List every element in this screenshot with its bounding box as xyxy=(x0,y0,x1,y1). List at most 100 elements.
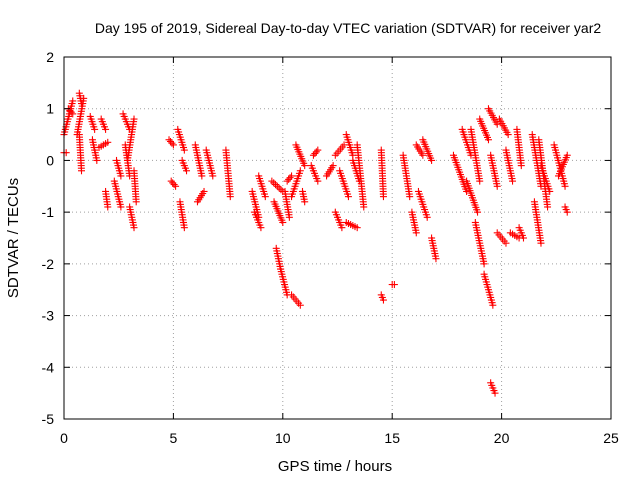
data-point xyxy=(379,193,387,201)
plot-frame xyxy=(63,56,612,420)
data-point xyxy=(519,234,527,242)
data-point xyxy=(277,186,285,194)
data-point xyxy=(117,172,125,180)
data-point xyxy=(474,208,482,216)
y-tick-label: 2 xyxy=(46,49,54,65)
data-point xyxy=(257,224,265,232)
data-point xyxy=(91,125,99,133)
data-point xyxy=(183,167,191,175)
data-point xyxy=(406,193,414,201)
data-point xyxy=(67,108,75,116)
data-point xyxy=(493,182,501,190)
data-point xyxy=(489,301,497,309)
data-point xyxy=(561,182,569,190)
x-axis-label: GPS time / hours xyxy=(278,458,392,475)
data-point xyxy=(102,125,110,133)
data-point xyxy=(491,389,499,397)
data-point xyxy=(168,139,176,147)
data-point xyxy=(69,97,77,105)
data-point xyxy=(167,177,175,185)
data-point xyxy=(273,182,281,190)
data-point xyxy=(301,162,309,170)
data-point xyxy=(428,156,436,164)
data-point xyxy=(285,213,293,221)
data-point xyxy=(268,177,276,185)
x-tick-label: 10 xyxy=(275,430,291,446)
data-point xyxy=(66,106,74,114)
y-tick-label: 1 xyxy=(46,101,54,117)
data-point xyxy=(476,177,484,185)
data-point xyxy=(169,179,177,187)
data-point xyxy=(432,255,440,263)
y-tick-label: -5 xyxy=(42,411,55,427)
data-point xyxy=(338,224,346,232)
x-tick-label: 25 xyxy=(603,430,619,446)
data-point xyxy=(180,224,188,232)
data-point xyxy=(493,120,501,128)
data-point xyxy=(170,181,178,189)
data-point xyxy=(286,174,294,182)
data-point xyxy=(423,213,431,221)
data-point xyxy=(480,260,488,268)
data-point xyxy=(563,208,571,216)
data-point xyxy=(390,281,398,289)
data-point xyxy=(544,203,552,211)
data-point xyxy=(166,137,174,145)
data-point xyxy=(314,146,322,154)
data-point xyxy=(296,167,304,175)
data-point xyxy=(261,193,269,201)
data-point xyxy=(132,198,140,206)
data-point xyxy=(509,177,517,185)
data-point xyxy=(329,162,337,170)
data-point xyxy=(75,89,83,97)
data-point xyxy=(360,203,368,211)
data-point xyxy=(517,162,525,170)
data-point xyxy=(563,151,571,159)
chart-title: Day 195 of 2019, Sidereal Day-to-day VTE… xyxy=(95,20,601,36)
y-tick-label: -1 xyxy=(42,204,55,220)
y-tick-label: -4 xyxy=(42,359,55,375)
data-point xyxy=(285,175,293,183)
grid-lines xyxy=(64,57,611,419)
data-point xyxy=(504,131,512,139)
data-point xyxy=(412,229,420,237)
data-point xyxy=(78,167,86,175)
data-point xyxy=(502,239,510,247)
data-point xyxy=(546,187,554,195)
data-point xyxy=(272,181,280,189)
data-points xyxy=(60,89,571,397)
data-point xyxy=(169,141,177,149)
data-point xyxy=(180,146,188,154)
data-point xyxy=(301,198,309,206)
data-point xyxy=(283,177,291,185)
data-point xyxy=(117,203,125,211)
x-tick-label: 20 xyxy=(494,430,510,446)
data-point xyxy=(172,182,180,190)
data-point xyxy=(130,115,138,123)
data-point xyxy=(104,203,112,211)
data-point xyxy=(226,193,234,201)
data-point xyxy=(314,177,322,185)
y-tick-label: 0 xyxy=(46,152,54,168)
data-point xyxy=(275,184,283,192)
data-point xyxy=(270,179,278,187)
data-point xyxy=(130,224,138,232)
data-point xyxy=(104,138,112,146)
data-point xyxy=(344,193,352,201)
data-point xyxy=(209,172,217,180)
data-point xyxy=(165,136,173,144)
data-point xyxy=(419,151,427,159)
data-point xyxy=(198,172,206,180)
data-point xyxy=(311,150,319,158)
data-point xyxy=(484,136,492,144)
data-point xyxy=(279,218,287,226)
data-point xyxy=(200,187,208,195)
y-axis-label: SDTVAR / TECUs xyxy=(5,178,22,298)
data-point xyxy=(537,239,545,247)
data-point xyxy=(312,148,320,156)
data-point xyxy=(69,110,77,118)
x-tick-label: 0 xyxy=(60,430,68,446)
x-tick-label: 15 xyxy=(384,430,400,446)
